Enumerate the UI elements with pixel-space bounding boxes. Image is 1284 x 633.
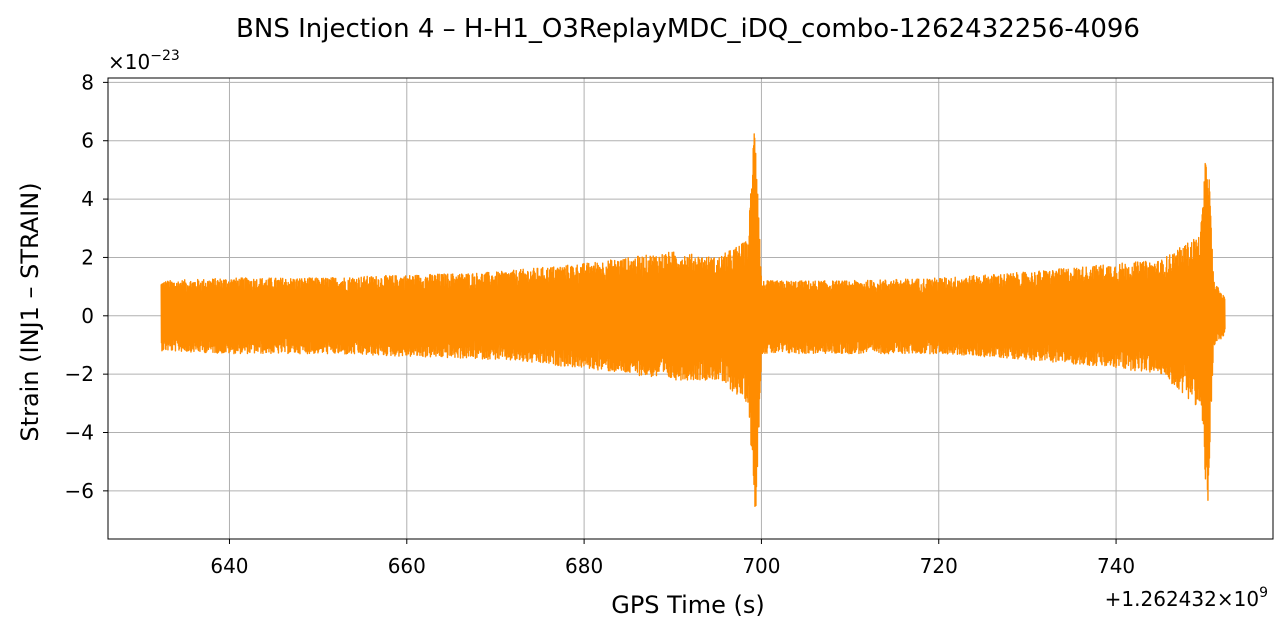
chart-title: BNS Injection 4 – H-H1_O3ReplayMDC_iDQ_c… (236, 14, 1140, 44)
x-tick-label: 640 (210, 554, 248, 578)
strain-series-line (160, 133, 1226, 508)
axes-frame (107, 77, 1274, 540)
x-tick-label: 700 (742, 554, 780, 578)
x-tick-label: 680 (565, 554, 603, 578)
y-axis-multiplier: ×10−23 (108, 48, 180, 74)
axis-ticks (103, 81, 1117, 544)
y-axis-label: Strain (INJ1 – STRAIN) (16, 182, 44, 441)
x-tick-label: 740 (1097, 554, 1135, 578)
x-tick-label: 660 (388, 554, 426, 578)
y-tick-label: −6 (65, 479, 94, 503)
x-axis-label: GPS Time (s) (611, 591, 765, 619)
y-tick-label: 8 (81, 70, 94, 94)
plot-area (103, 77, 1274, 544)
y-tick-label: −2 (65, 362, 94, 386)
x-tick-label: 720 (920, 554, 958, 578)
y-tick-label: 2 (81, 245, 94, 269)
x-axis-offset: +1.262432×109 (1105, 585, 1268, 611)
series-layer (160, 133, 1226, 508)
y-tick-label: −4 (65, 421, 94, 445)
y-tick-label: 4 (81, 187, 94, 211)
y-tick-label: 6 (81, 129, 94, 153)
y-tick-label: 0 (81, 304, 94, 328)
